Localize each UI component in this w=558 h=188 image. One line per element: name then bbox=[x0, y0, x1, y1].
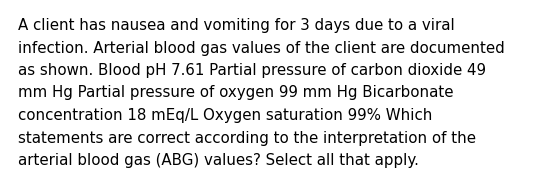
Text: concentration 18 mEq/L Oxygen saturation 99% Which: concentration 18 mEq/L Oxygen saturation… bbox=[18, 108, 432, 123]
Text: A client has nausea and vomiting for 3 days due to a viral: A client has nausea and vomiting for 3 d… bbox=[18, 18, 455, 33]
Text: as shown. Blood pH 7.61 Partial pressure of carbon dioxide 49: as shown. Blood pH 7.61 Partial pressure… bbox=[18, 63, 486, 78]
Text: mm Hg Partial pressure of oxygen 99 mm Hg Bicarbonate: mm Hg Partial pressure of oxygen 99 mm H… bbox=[18, 86, 454, 101]
Text: arterial blood gas (ABG) values? Select all that apply.: arterial blood gas (ABG) values? Select … bbox=[18, 153, 419, 168]
Text: statements are correct according to the interpretation of the: statements are correct according to the … bbox=[18, 130, 476, 146]
Text: infection. Arterial blood gas values of the client are documented: infection. Arterial blood gas values of … bbox=[18, 40, 505, 55]
